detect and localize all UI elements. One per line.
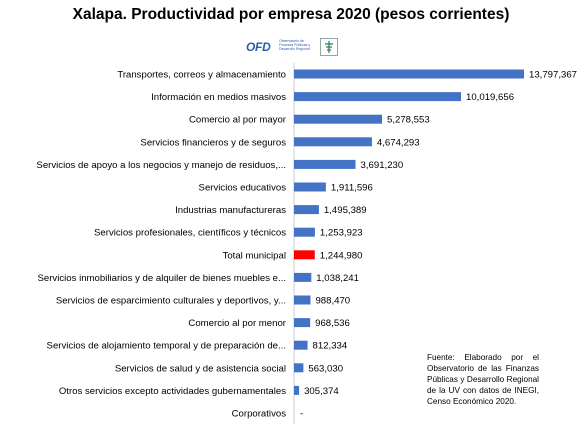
category-label: Comercio al por mayor	[189, 115, 287, 126]
bar	[294, 159, 356, 169]
category-label: Corporativos	[232, 409, 287, 420]
category-label: Servicios educativos	[199, 183, 287, 194]
category-label: Servicios inmobiliarios y de alquiler de…	[38, 273, 287, 284]
bar	[294, 385, 300, 395]
category-label: Transportes, correos y almacenamiento	[117, 70, 286, 81]
bar	[294, 114, 382, 124]
category-label: Servicios de apoyo a los negocios y mane…	[36, 160, 286, 171]
bar	[294, 137, 372, 147]
bar	[294, 295, 311, 305]
data-label: 5,278,553	[387, 115, 430, 126]
chart-title: Xalapa. Productividad por empresa 2020 (…	[72, 6, 510, 23]
data-label: 1,911,596	[331, 183, 373, 194]
data-label: 3,691,230	[361, 160, 404, 171]
category-label: Información en medios masivos	[151, 92, 286, 103]
bar	[294, 363, 304, 373]
data-label: 563,030	[308, 363, 343, 374]
category-label: Total municipal	[223, 250, 286, 261]
bar	[294, 272, 312, 282]
category-label: Servicios de salud y de asistencia socia…	[115, 363, 286, 374]
bar	[294, 318, 311, 328]
category-label: Comercio al por menor	[188, 318, 286, 329]
logo-mark: OFD	[246, 40, 271, 54]
data-label: 10,019,656	[466, 92, 514, 103]
data-label: 4,674,293	[377, 137, 420, 148]
category-label: Industrias manufactureras	[175, 205, 286, 216]
data-label: 1,038,241	[316, 273, 359, 284]
data-label: 812,334	[313, 341, 348, 352]
data-label: 988,470	[315, 296, 350, 307]
data-label: 1,244,980	[320, 250, 363, 261]
bar	[294, 205, 319, 215]
category-label: Servicios financieros y de seguros	[140, 137, 286, 148]
bar	[294, 227, 315, 237]
bar	[294, 182, 326, 192]
ofd-logo: OFD Observatorio de Finanzas Públicas y …	[246, 37, 344, 59]
category-label: Servicios de alojamiento temporal y de p…	[47, 341, 286, 352]
data-label: 13,797,367	[529, 70, 577, 81]
data-label: -	[300, 409, 303, 420]
logo-text: Observatorio de Finanzas Públicas y Desa…	[279, 39, 311, 51]
data-label: 1,253,923	[320, 228, 363, 239]
category-label: Servicios de esparcimiento culturales y …	[56, 296, 286, 307]
bar	[294, 69, 524, 79]
source-note: Fuente: Elaborado por el Observatorio de…	[427, 353, 539, 406]
ofd-emblem-icon	[320, 38, 338, 56]
category-label: Otros servicios excepto actividades gube…	[59, 386, 286, 397]
data-label: 968,536	[315, 318, 350, 329]
data-label: 305,374	[304, 386, 339, 397]
bar	[294, 340, 308, 350]
data-label: 1,495,389	[324, 205, 367, 216]
bar	[294, 250, 315, 260]
category-label: Servicios profesionales, científicos y t…	[94, 228, 286, 239]
bar	[294, 92, 462, 102]
